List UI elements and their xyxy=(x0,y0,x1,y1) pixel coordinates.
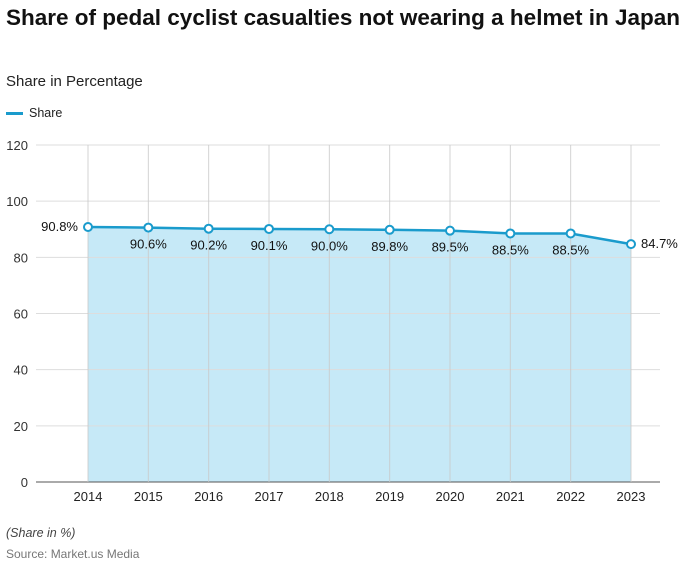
data-label: 89.5% xyxy=(432,240,469,255)
data-label: 89.8% xyxy=(371,239,408,254)
legend-label: Share xyxy=(29,106,63,120)
data-point xyxy=(505,228,516,239)
y-tick-label: 80 xyxy=(14,250,28,265)
data-point xyxy=(565,228,576,239)
area-fill xyxy=(88,227,631,482)
data-point xyxy=(445,225,455,236)
y-tick-label: 100 xyxy=(6,194,28,209)
x-tick-label: 2022 xyxy=(556,489,585,504)
unit-note: (Share in %) xyxy=(6,526,76,540)
x-tick-label: 2014 xyxy=(74,489,103,504)
data-point xyxy=(626,239,636,250)
data-label: 88.5% xyxy=(552,242,589,257)
y-tick-label: 0 xyxy=(21,475,28,490)
y-tick-label: 60 xyxy=(14,307,28,322)
data-label: 90.0% xyxy=(311,238,348,253)
y-tick-label: 20 xyxy=(14,419,28,434)
legend: Share xyxy=(6,106,62,120)
data-point xyxy=(203,223,214,234)
data-point xyxy=(384,224,395,235)
chart-subtitle: Share in Percentage xyxy=(6,73,143,90)
data-point xyxy=(324,224,335,235)
x-tick-label: 2018 xyxy=(315,489,344,504)
x-tick-label: 2020 xyxy=(436,489,465,504)
chart-title: Share of pedal cyclist casualties not we… xyxy=(6,5,680,30)
data-label: 90.6% xyxy=(130,237,167,252)
source: Source: Market.us Media xyxy=(6,547,140,561)
legend-swatch xyxy=(6,111,23,115)
data-label: 90.1% xyxy=(251,238,288,253)
x-tick-label: 2016 xyxy=(194,489,223,504)
data-label: 90.8% xyxy=(41,219,78,234)
x-tick-label: 2017 xyxy=(255,489,284,504)
data-point xyxy=(264,223,274,234)
y-tick-label: 120 xyxy=(6,138,28,153)
data-point xyxy=(143,222,154,233)
data-point xyxy=(83,222,93,233)
x-tick-label: 2015 xyxy=(134,489,163,504)
x-tick-label: 2023 xyxy=(617,489,646,504)
data-label: 90.2% xyxy=(190,238,227,253)
x-tick-label: 2021 xyxy=(496,489,525,504)
series-line xyxy=(87,225,632,246)
data-label: 88.5% xyxy=(492,242,529,257)
data-label: 84.7% xyxy=(641,236,678,251)
y-tick-label: 40 xyxy=(14,363,28,378)
x-tick-label: 2019 xyxy=(375,489,404,504)
